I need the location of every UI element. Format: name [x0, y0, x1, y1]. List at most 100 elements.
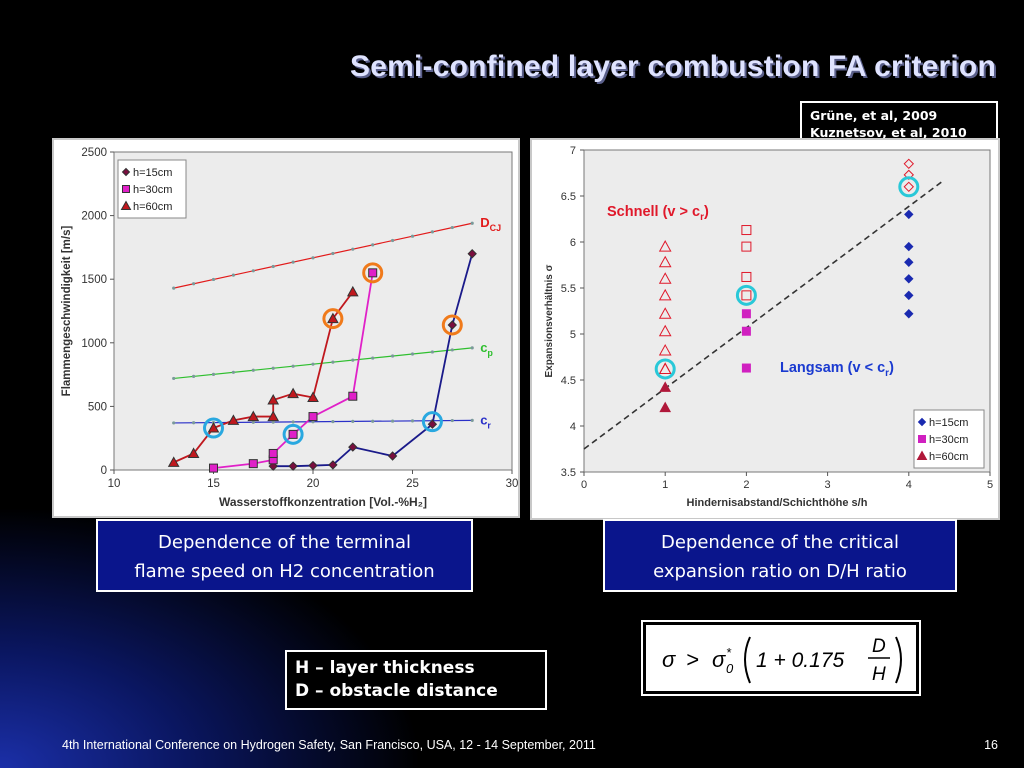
data-point — [288, 461, 298, 471]
y-tick-label: 6.5 — [561, 191, 576, 203]
legend-label: h=60cm — [133, 201, 172, 213]
flame-speed-chart-panel: 0 500 1000 1500 2000 2500 10 15 20 25 30 Wasserstof… — [52, 138, 520, 518]
legend-marker — [120, 200, 132, 210]
reference-dot — [311, 362, 315, 366]
y-tick-label: 1500 — [81, 274, 107, 286]
reference-label: cr — [480, 412, 491, 430]
legend: h=15cm h=30cm h=60cm — [913, 409, 985, 469]
data-point — [741, 309, 751, 319]
highlight-circle-orange — [322, 308, 344, 330]
reference-dot — [331, 251, 335, 256]
y-axis-label: Expansionsverhältnis σ — [544, 264, 555, 377]
x-tick-label: 5 — [987, 479, 993, 491]
data-point — [267, 410, 280, 422]
trend-line — [583, 181, 942, 450]
legend-label: h=15cm — [133, 167, 172, 179]
data-point — [741, 326, 751, 336]
reference-dot — [351, 247, 355, 251]
data-point — [387, 451, 398, 461]
x-axis-label: Wasserstoffkonzentration [Vol.-%H₂] — [219, 495, 427, 509]
y-tick-label: 5.5 — [561, 283, 576, 295]
open-data-point — [658, 255, 672, 268]
legend-label: h=60cm — [929, 451, 968, 463]
data-point — [248, 459, 258, 469]
open-data-point — [658, 344, 672, 356]
reference-label: DCJ — [480, 215, 501, 233]
open-data-point — [903, 158, 915, 170]
caption-left: Dependence of the terminal flame speed o… — [96, 519, 473, 592]
data-point — [187, 447, 200, 458]
data-point — [659, 401, 672, 413]
y-tick-label: 1000 — [81, 338, 107, 350]
reference-dot — [251, 368, 255, 372]
legend-marker — [917, 417, 927, 427]
slide-title: Semi-confined layer combustion FA criter… — [350, 50, 996, 83]
x-tick-label: 3 — [825, 479, 831, 491]
open-data-point — [658, 288, 672, 301]
data-point — [904, 241, 914, 252]
open-data-point — [741, 241, 752, 252]
reference-line — [173, 222, 473, 289]
open-data-point — [658, 362, 672, 374]
open-data-point — [658, 324, 672, 337]
legend-marker — [121, 167, 131, 177]
reference-dot — [371, 356, 375, 360]
page-number: 16 — [984, 738, 998, 752]
legend-marker — [918, 435, 926, 443]
y-tick-label: 7 — [570, 145, 576, 157]
data-point — [904, 257, 914, 267]
open-data-point — [658, 240, 672, 252]
reference-dot — [410, 419, 415, 423]
highlight-circle-cyan — [898, 176, 920, 198]
reference-dot — [231, 370, 235, 374]
y-tick-label: 4.5 — [561, 375, 576, 387]
reference-dot — [430, 350, 434, 354]
definition-h: H – layer thickness — [295, 658, 475, 678]
data-point — [467, 249, 477, 259]
data-point — [247, 410, 260, 422]
legend-label: h=15cm — [929, 417, 968, 429]
reference-dot — [291, 260, 295, 264]
data-point — [209, 463, 218, 473]
open-data-point — [903, 181, 915, 193]
y-tick-label: 6 — [570, 237, 576, 249]
reference-dot — [211, 372, 216, 376]
x-tick-label: 30 — [506, 478, 518, 490]
data-point — [308, 460, 318, 471]
reference-dot — [430, 230, 434, 234]
formula-right-paren — [895, 636, 902, 684]
highlight-circle-cyan — [421, 411, 443, 433]
data-point — [368, 268, 378, 278]
reference-line-1: Grüne, et al, 2009 — [810, 108, 938, 123]
reference-dot — [450, 418, 454, 423]
data-point — [207, 421, 220, 433]
annotation-slow: Langsam (v < cr) — [780, 360, 894, 379]
reference-dot — [371, 419, 375, 423]
data-point — [268, 448, 278, 458]
reference-dot — [271, 420, 275, 424]
reference-line — [173, 347, 473, 380]
formula-svg: σ > σ * 0 1 + 0.175 D H — [662, 636, 902, 685]
data-point — [904, 290, 914, 301]
data-point — [348, 391, 358, 401]
reference-dot — [450, 225, 454, 230]
x-tick-label: 25 — [406, 478, 419, 490]
reference-dot — [211, 277, 216, 282]
expansion-ratio-chart: 3.5 4 4.5 5 5.5 6 6.5 7 0 1 2 3 4 5 Hindernisabstand/S… — [544, 145, 993, 509]
legend-marker — [122, 185, 130, 193]
reference-dot — [371, 243, 375, 247]
formula-sup: * — [726, 645, 732, 660]
x-tick-label: 1 — [662, 479, 668, 491]
data-point — [227, 414, 240, 425]
y-tick-label: 500 — [88, 401, 107, 413]
open-data-point — [741, 225, 752, 236]
legend-label: h=30cm — [929, 434, 968, 446]
flame-speed-chart: 0 500 1000 1500 2000 2500 10 15 20 25 30 Wasserstof… — [61, 147, 518, 509]
x-tick-label: 4 — [906, 479, 912, 491]
legend-label: h=30cm — [133, 184, 172, 196]
reference-dot — [291, 364, 295, 368]
open-data-point — [658, 272, 672, 284]
reference-dot — [470, 346, 474, 350]
reference-dot — [172, 286, 176, 290]
definition-d: D – obstacle distance — [295, 681, 498, 701]
